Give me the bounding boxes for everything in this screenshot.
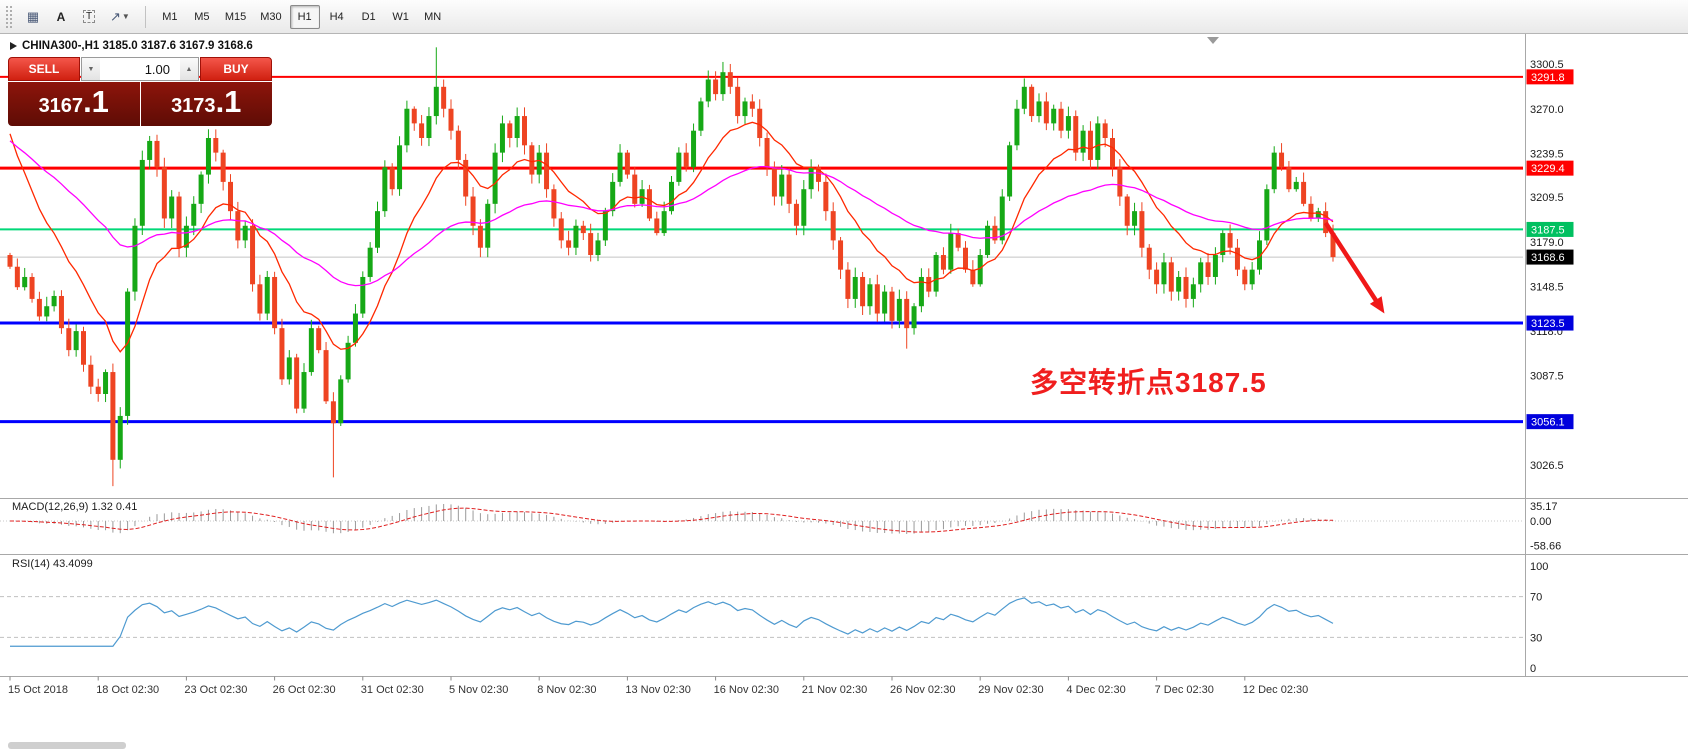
price-axis-label: 3229.4 — [1531, 163, 1565, 175]
rsi-axis-tick: 70 — [1530, 592, 1542, 604]
price-axis-tick: 3270.0 — [1530, 104, 1564, 116]
volume-increase-button[interactable]: ▲ — [180, 58, 198, 80]
price-axis-tick: 3300.5 — [1530, 59, 1564, 71]
timeframe-w1[interactable]: W1 — [386, 5, 416, 29]
arrows-tool-dropdown-button[interactable]: ↗ ▼ — [104, 5, 136, 29]
annotation-text: 多空转折点3187.5 — [1030, 367, 1267, 398]
buy-button[interactable]: BUY — [200, 57, 272, 81]
time-axis-label: 18 Oct 02:30 — [96, 684, 159, 696]
price-axis-label-bg — [1526, 315, 1574, 331]
down-arrow-head — [1369, 296, 1385, 314]
grid-icon: ▦ — [26, 8, 40, 24]
price-axis-label: 3187.5 — [1531, 224, 1565, 236]
time-axis-label: 21 Nov 02:30 — [802, 684, 867, 696]
time-axis-label: 13 Nov 02:30 — [625, 684, 690, 696]
time-axis-label: 29 Nov 02:30 — [978, 684, 1043, 696]
price-axis-label-bg — [1526, 221, 1574, 237]
buy-price-main: 3173 — [171, 95, 216, 117]
down-arrow-annotation — [1323, 221, 1382, 307]
grid-tool-button[interactable]: ▦ — [20, 5, 46, 29]
price-axis-label-bg — [1526, 160, 1574, 176]
one-click-trading-panel: SELL ▼ 1.00 ▲ BUY 3167.1 3173.1 — [8, 57, 272, 126]
price-axis-tick: 3148.5 — [1530, 281, 1564, 293]
price-axis-label-bg — [1526, 69, 1574, 85]
macd-histogram — [16, 504, 1334, 534]
chart-shift-marker — [1207, 37, 1219, 44]
price-axis-tick: 3026.5 — [1530, 460, 1564, 472]
price-axis-label: 3056.1 — [1531, 417, 1565, 429]
rsi-axis-tick: 30 — [1530, 632, 1542, 644]
time-axis-label: 4 Dec 02:30 — [1066, 684, 1125, 696]
macd-axis-tick: 0.00 — [1530, 516, 1551, 528]
volume-input[interactable]: 1.00 — [144, 61, 170, 77]
price-axis-label: 3123.5 — [1531, 318, 1565, 330]
price-axis-label-bg — [1526, 414, 1574, 430]
caret-down-icon: ▼ — [121, 12, 130, 21]
timeframe-m15[interactable]: M15 — [219, 5, 252, 29]
timeframe-m5[interactable]: M5 — [187, 5, 217, 29]
timeframe-mn[interactable]: MN — [418, 5, 448, 29]
price-axis-label-bg — [1526, 249, 1574, 265]
rsi-label: RSI(14) 43.4099 — [10, 558, 95, 570]
sell-price-pips: .1 — [83, 84, 109, 119]
chart-ohlc-text: CHINA300-,H1 3185.0 3187.6 3167.9 3168.6 — [22, 40, 253, 52]
time-axis-label: 16 Nov 02:30 — [714, 684, 779, 696]
timeframe-m30[interactable]: M30 — [254, 5, 287, 29]
time-axis-label: 26 Oct 02:30 — [273, 684, 336, 696]
price-axis-tick: 3239.5 — [1530, 148, 1564, 160]
time-axis-label: 5 Nov 02:30 — [449, 684, 508, 696]
chart-ohlc-header: CHINA300-,H1 3185.0 3187.6 3167.9 3168.6 — [10, 40, 253, 52]
volume-decrease-button[interactable]: ▼ — [82, 58, 100, 80]
time-axis-label: 7 Dec 02:30 — [1155, 684, 1214, 696]
price-axis-tick: 3087.5 — [1530, 371, 1564, 383]
buy-price-pips: .1 — [215, 84, 242, 119]
time-axis-label: 23 Oct 02:30 — [184, 684, 247, 696]
timeframe-h4[interactable]: H4 — [322, 5, 352, 29]
main-toolbar: ▦ A T ↗ ▼ M1 M5 M15 M30 H1 H4 D1 W1 MN — [0, 0, 1688, 34]
macd-axis-tick: 35.17 — [1530, 501, 1558, 513]
volume-control: ▼ 1.00 ▲ — [81, 57, 199, 81]
timeframe-h1[interactable]: H1 — [289, 4, 320, 29]
toolbar-separator — [144, 5, 146, 28]
rsi-axis-tick: 100 — [1530, 561, 1548, 573]
price-axis-tick: 3179.0 — [1530, 237, 1564, 249]
candles — [7, 47, 1336, 487]
insert-text-tool-button[interactable]: A — [48, 5, 74, 29]
toolbar-drag-handle[interactable] — [5, 4, 13, 29]
time-axis-label: 8 Nov 02:30 — [537, 684, 596, 696]
fast-ma-line — [9, 121, 1334, 353]
rsi-axis-tick: 0 — [1530, 663, 1536, 675]
time-axis-label: 15 Oct 2018 — [8, 684, 68, 696]
horizontal-scrollbar-thumb[interactable] — [8, 742, 126, 749]
timeframe-m1[interactable]: M1 — [155, 5, 185, 29]
timeframe-d1[interactable]: D1 — [354, 5, 384, 29]
text-label-icon: T — [82, 10, 96, 23]
text-label-tool-button[interactable]: T — [76, 5, 102, 29]
sell-price-display[interactable]: 3167.1 — [8, 82, 140, 126]
rsi-line — [10, 597, 1334, 647]
price-axis-label: 3168.6 — [1531, 252, 1565, 264]
time-axis-label: 12 Dec 02:30 — [1243, 684, 1308, 696]
chart-symbol-icon — [10, 42, 17, 50]
buy-price-display[interactable]: 3173.1 — [140, 82, 272, 126]
time-axis-label: 31 Oct 02:30 — [361, 684, 424, 696]
price-axis-tick: 3209.5 — [1530, 192, 1564, 204]
price-axis-label: 3291.8 — [1531, 72, 1565, 84]
sell-price-main: 3167 — [38, 95, 84, 117]
macd-axis-tick: -58.66 — [1530, 541, 1561, 553]
slow-ma-line — [9, 140, 1334, 287]
time-axis-label: 26 Nov 02:30 — [890, 684, 955, 696]
text-a-icon: A — [56, 9, 66, 24]
macd-signal-line — [9, 507, 1334, 533]
sell-button[interactable]: SELL — [8, 57, 80, 81]
macd-label: MACD(12,26,9) 1.32 0.41 — [10, 501, 140, 513]
arrow-icon: ↗ — [110, 8, 121, 24]
